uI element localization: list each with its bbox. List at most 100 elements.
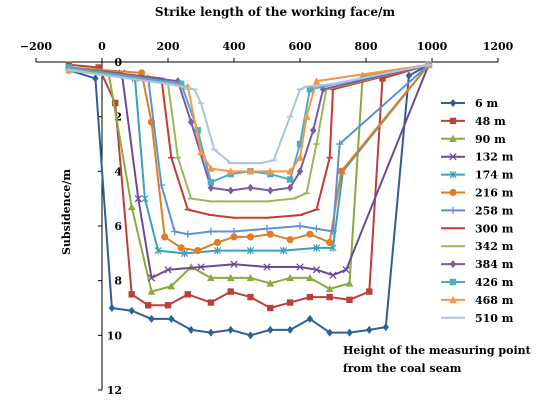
x-tick-label: 200: [157, 40, 180, 53]
series-line: [68, 63, 429, 309]
x-tick-label: 1200: [483, 40, 514, 53]
data-point: [312, 266, 321, 274]
data-point: [207, 299, 215, 306]
data-point: [207, 328, 215, 337]
legend-label: 132 m: [475, 151, 514, 164]
legend-item: 6 m: [441, 97, 498, 110]
data-point: [306, 86, 314, 93]
x-tick-label: 800: [355, 40, 378, 53]
data-point: [207, 179, 215, 186]
data-point: [329, 271, 337, 279]
legend-swatch-marker: [449, 134, 457, 142]
data-point: [95, 64, 102, 71]
legend-swatch-marker: [449, 295, 457, 304]
data-point: [247, 183, 254, 192]
data-point: [154, 246, 162, 255]
data-point: [263, 225, 271, 233]
legend-item: 90 m: [441, 133, 506, 146]
legend-item: 342 m: [441, 240, 514, 253]
series-layer: [65, 60, 433, 340]
data-point: [226, 167, 235, 175]
series-line: [68, 63, 429, 192]
data-point: [178, 80, 185, 88]
chart-title: Strike length of the working face/m: [155, 5, 395, 19]
data-point: [267, 304, 274, 312]
data-point: [346, 328, 353, 337]
legend-swatch-marker: [449, 260, 457, 269]
data-point: [167, 282, 176, 290]
data-point: [366, 325, 373, 334]
data-point: [170, 227, 179, 236]
legend: 6 m 48 m 90 m 132 m 174 m 216 m 258 m 300 m 342 …: [441, 97, 514, 325]
legend-label: 300 m: [475, 222, 514, 235]
data-point: [138, 69, 146, 77]
data-point: [168, 314, 175, 323]
data-point: [247, 331, 254, 340]
data-point: [194, 127, 201, 134]
legend-item: 174 m: [441, 169, 514, 182]
data-point: [266, 279, 275, 287]
data-point: [286, 273, 294, 282]
data-point: [310, 126, 317, 135]
data-point: [226, 273, 235, 282]
y-tick-label: 12: [107, 384, 122, 397]
data-point: [246, 273, 255, 282]
series-line: [68, 63, 429, 203]
data-point: [296, 167, 304, 176]
data-point: [286, 299, 294, 306]
y-tick-label: 10: [107, 329, 123, 342]
data-point: [379, 75, 386, 82]
data-point: [342, 266, 350, 274]
data-point: [326, 293, 333, 301]
legend-swatch-marker: [449, 99, 457, 107]
legend-swatch-marker: [449, 170, 457, 179]
data-point: [148, 314, 155, 323]
data-point: [337, 167, 345, 175]
data-point: [187, 118, 195, 127]
data-point: [306, 293, 314, 301]
data-point: [227, 288, 234, 295]
data-point: [164, 302, 172, 309]
legend-label: 510 m: [475, 312, 514, 325]
data-point: [128, 306, 135, 315]
annotation-line-1: Height of the measuring point: [343, 344, 532, 357]
y-tick-label: 6: [114, 220, 122, 233]
legend-swatch-marker: [449, 153, 457, 161]
x-tick-label: 0: [98, 40, 106, 53]
data-point: [230, 233, 238, 241]
data-point: [246, 233, 255, 241]
legend-label: 426 m: [475, 276, 514, 289]
legend-item: 258 m: [441, 204, 514, 217]
series-line: [68, 63, 429, 219]
x-tick-label: −200: [20, 40, 53, 53]
data-point: [346, 296, 353, 303]
data-point: [286, 325, 294, 334]
data-point: [246, 246, 255, 255]
data-point: [247, 293, 254, 301]
data-point: [326, 238, 334, 246]
data-point: [306, 314, 314, 323]
axes-layer: −200 0 200 400 600 800 1000 1200 0 2 4 6 8 10 12: [20, 40, 514, 397]
series-line: [68, 63, 429, 293]
data-point: [296, 153, 304, 161]
data-point: [141, 194, 149, 203]
data-point: [296, 222, 304, 230]
series-line: [68, 63, 429, 173]
y-axis-label: Subsidence/m: [60, 169, 73, 255]
y-tick-label: 0: [114, 56, 122, 69]
legend-item: 132 m: [441, 151, 514, 164]
legend-item: 468 m: [441, 294, 514, 307]
data-point: [213, 238, 222, 246]
data-point: [134, 195, 142, 203]
legend-item: 216 m: [441, 187, 514, 200]
legend-swatch-marker: [449, 188, 457, 197]
data-point: [177, 244, 185, 252]
annotation-line-2: from the coal seam: [343, 362, 462, 375]
legend-label: 6 m: [475, 97, 498, 110]
data-point: [197, 148, 205, 156]
series-510-m: [65, 63, 432, 165]
data-point: [267, 186, 274, 195]
data-point: [227, 325, 234, 334]
